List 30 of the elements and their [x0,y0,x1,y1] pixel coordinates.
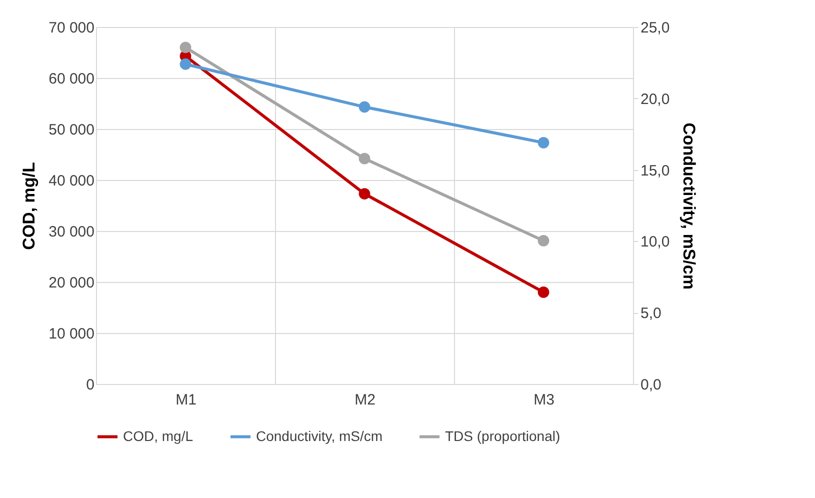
point [358,188,370,200]
point [538,235,550,246]
y-tick-label: 10 000 [48,326,94,342]
y-tick-label: 20 000 [48,274,94,292]
point [358,101,370,113]
y2-tick-label: 0,0 [640,376,662,394]
legend-label: TDS (proportional) [445,428,560,444]
x-tick-label: M3 [534,392,554,408]
point [358,152,370,164]
point [538,136,550,148]
y-tick-label: 70 000 [48,20,94,36]
y-tick-label: 40 000 [48,172,94,190]
y-tick-label: 50 000 [48,122,94,138]
y-tick-label: 60 000 [48,70,94,88]
y-axis-title: COD, mg/L [20,162,39,250]
y2-tick-label: 15,0 [640,162,670,180]
y2-tick-label: 10,0 [640,234,670,251]
point [180,42,192,54]
y2-tick-label: 20,0 [640,90,670,108]
y2-axis-title: Conductivity, mS/cm [680,122,699,290]
point [538,286,550,298]
y-tick-label: 0 [86,376,94,394]
legend-label: Conductivity, mS/cm [256,428,383,444]
point [180,58,192,70]
legend-label: COD, mg/L [123,428,194,444]
x-tick-label: M2 [354,392,376,408]
y2-tick-label: 25,0 [640,20,670,36]
y-tick-label: 30 000 [48,224,94,240]
y2-tick-label: 5,0 [640,305,662,322]
x-tick-label: M1 [176,392,196,408]
